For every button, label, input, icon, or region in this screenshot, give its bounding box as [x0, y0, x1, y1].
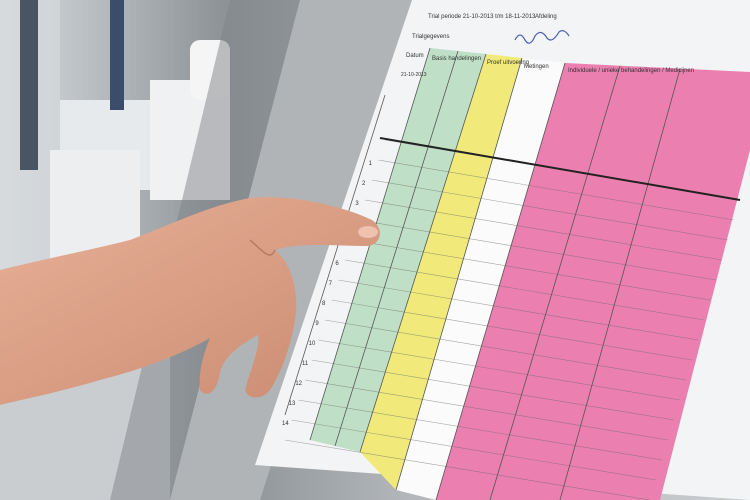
row-number: 8: [322, 301, 326, 307]
grid-column-line: [489, 65, 621, 500]
date-header: Datum: [406, 53, 424, 59]
row-number: 7: [329, 281, 333, 287]
trial-period-text: Trial periode 21-10-2013 t/m 18-11-2013: [428, 14, 536, 20]
grid-column-line: [284, 94, 386, 416]
row-number: 2: [362, 181, 366, 187]
row-number: 9: [315, 321, 319, 327]
date-value: 21-10-2013: [401, 72, 427, 78]
row-number: 3: [355, 201, 359, 207]
row-number: 14: [282, 421, 289, 427]
grid-column-line: [359, 53, 487, 453]
row-number: 11: [302, 361, 309, 367]
grid-row-line: [291, 419, 657, 481]
green-column-header: Basis handelingen: [432, 56, 481, 62]
fingernail: [358, 226, 378, 238]
row-number: 10: [309, 341, 316, 347]
row-number: 1: [369, 161, 373, 167]
handwriting: [514, 30, 570, 44]
grid-row-line: [338, 279, 699, 341]
pointing-hand: [0, 197, 380, 405]
column-yellow: [360, 54, 522, 490]
column-pink: [436, 63, 750, 500]
chart-grid: [284, 47, 741, 500]
grid-row-line: [344, 259, 705, 321]
grid-row-line: [331, 299, 693, 361]
section-label: Trialgegevens: [412, 34, 449, 40]
grid-row-line: [378, 159, 735, 221]
grid-column-line: [435, 62, 566, 500]
white-column-header: Metingen: [524, 64, 549, 70]
grid-row-line: [311, 359, 675, 421]
grid-column-line: [334, 50, 459, 447]
header-divider: [379, 137, 741, 201]
grid-row-line: [351, 239, 711, 301]
row-number: 12: [295, 381, 302, 387]
yellow-column-header: Proef uitvoering: [487, 60, 529, 66]
grid-row-line: [358, 219, 717, 281]
grid-row-line: [284, 439, 651, 500]
grid-row-line: [371, 179, 729, 241]
grid-row-line: [304, 379, 669, 441]
grid-row-line: [298, 399, 663, 461]
grid-column-line: [559, 68, 681, 500]
row-number: 13: [289, 401, 296, 407]
grid-row-line: [324, 319, 687, 381]
pink-column-header: Individuele / unieke behandelingen / Med…: [568, 68, 694, 74]
grid-row-line: [318, 339, 681, 401]
row-number: 6: [335, 261, 339, 267]
finger-crease: [249, 239, 276, 256]
grid-row-line: [364, 199, 723, 261]
column-white: [396, 58, 565, 500]
department-text: Afdeling: [535, 14, 557, 20]
grid-column-line: [395, 57, 523, 491]
